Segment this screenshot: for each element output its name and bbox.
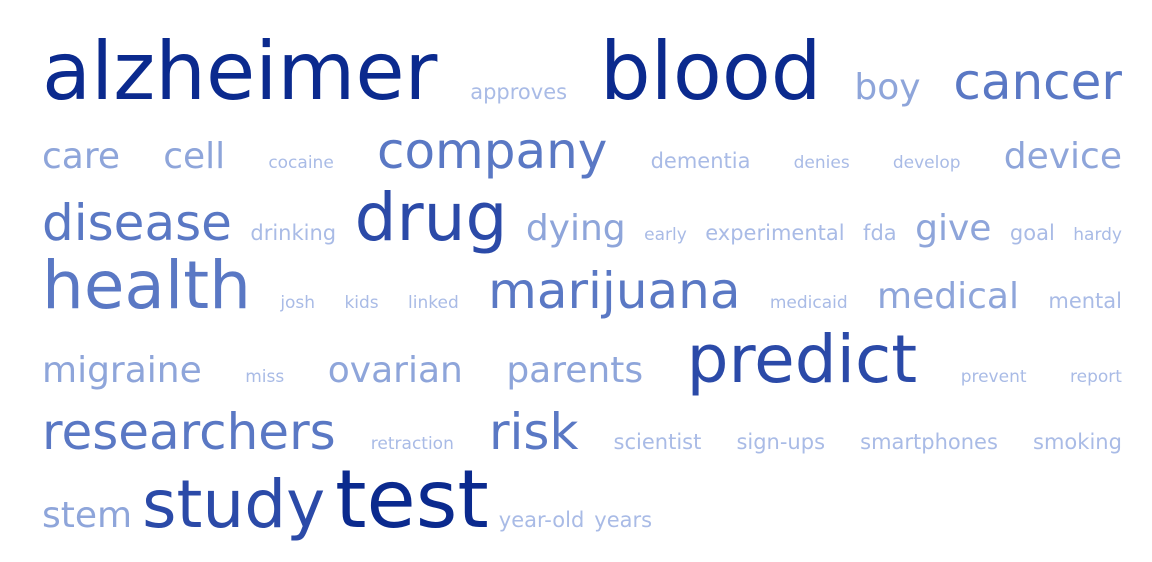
cloud-word-prevent: prevent xyxy=(960,367,1027,388)
cloud-word-josh: josh xyxy=(280,293,316,314)
cloud-word-ovarian: ovarian xyxy=(327,350,463,392)
cloud-word-mental: mental xyxy=(1048,289,1122,314)
cloud-word-approves: approves xyxy=(470,80,568,104)
cloud-word-device: device xyxy=(1003,136,1122,177)
cloud-word-smoking: smoking xyxy=(1033,430,1122,454)
cloud-row: disease drinking drug dying early experimenta… xyxy=(42,185,1122,251)
cloud-word-medicaid: medicaid xyxy=(769,293,848,314)
cloud-word-scientist: scientist xyxy=(613,430,702,454)
cloud-word-retraction: retraction xyxy=(370,434,454,454)
cloud-word-drug: drug xyxy=(354,179,508,257)
cloud-word-risk: risk xyxy=(488,403,579,461)
cloud-word-blood: blood xyxy=(599,25,822,118)
cloud-row: researchers retraction risk scientist sign-u… xyxy=(42,407,1122,457)
cloud-word-denies: denies xyxy=(793,153,850,173)
cloud-word-develop: develop xyxy=(892,153,961,173)
cloud-word-alzheimer: alzheimer xyxy=(42,25,438,118)
cloud-word-kids: kids xyxy=(344,293,379,314)
cloud-word-drinking: drinking xyxy=(250,221,337,246)
cloud-word-early: early xyxy=(644,225,687,246)
cloud-word-stem: stem xyxy=(42,495,133,536)
cloud-word-test: test xyxy=(335,453,489,546)
cloud-word-hardy: hardy xyxy=(1073,225,1122,246)
cloud-word-fda: fda xyxy=(863,221,897,246)
cloud-row: alzheimer approves blood boy cancer xyxy=(42,32,1122,112)
cloud-word-marijuana: marijuana xyxy=(488,262,741,321)
cloud-word-predict: predict xyxy=(686,321,918,399)
cloud-row: health josh kids linked marijuana medicaid med… xyxy=(42,253,1122,319)
cloud-word-goal: goal xyxy=(1009,221,1055,246)
cloud-word-years: years xyxy=(594,508,653,532)
cloud-word-cocaine: cocaine xyxy=(268,153,334,173)
cloud-word-care: care xyxy=(42,136,121,177)
cloud-word-cell: cell xyxy=(163,136,226,177)
cloud-word-report: report xyxy=(1070,367,1122,388)
cloud-word-migraine: migraine xyxy=(42,350,202,392)
cloud-word-researchers: researchers xyxy=(42,403,336,461)
cloud-word-parents: parents xyxy=(506,350,644,392)
cloud-word-year-old: year-old xyxy=(498,508,585,532)
cloud-word-smartphones: smartphones xyxy=(860,430,998,454)
cloud-word-dementia: dementia xyxy=(650,149,751,173)
cloud-word-give: give xyxy=(915,208,992,250)
cloud-word-linked: linked xyxy=(408,293,459,314)
cloud-word-disease: disease xyxy=(42,194,232,253)
cloud-word-miss: miss xyxy=(245,367,285,388)
cloud-word-company: company xyxy=(376,122,608,180)
cloud-word-sign-ups: sign-ups xyxy=(736,430,826,454)
cloud-row: care cell cocaine company dementia denies deve… xyxy=(42,126,1122,176)
cloud-word-medical: medical xyxy=(877,276,1019,318)
cloud-word-experimental: experimental xyxy=(705,221,845,246)
cloud-word-cancer: cancer xyxy=(953,53,1122,111)
cloud-word-study: study xyxy=(142,466,326,543)
cloud-row: migraine miss ovarian parents predict prevent… xyxy=(42,327,1122,393)
cloud-row: stem study test year-old years xyxy=(42,460,1122,540)
cloud-word-health: health xyxy=(42,247,251,325)
cloud-word-boy: boy xyxy=(854,67,921,108)
cloud-word-dying: dying xyxy=(525,208,626,250)
